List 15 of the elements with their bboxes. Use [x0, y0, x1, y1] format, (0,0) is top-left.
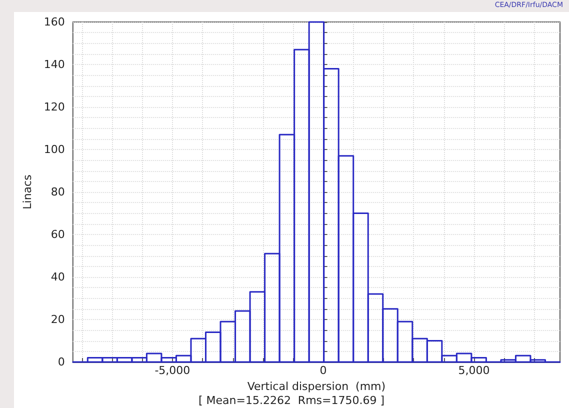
y-tick-label: 0 [58, 356, 65, 368]
y-tick-label: 40 [50, 270, 65, 284]
y-tick-label: 60 [50, 228, 65, 241]
x-tick-label: 0 [320, 364, 327, 377]
y-tick-label: 20 [50, 313, 65, 326]
x-tick-label: 5,000 [458, 364, 490, 377]
y-tick-label: 80 [50, 186, 65, 198]
text: [ Mean=15.2262 Rms=1750.69 ] [198, 394, 385, 407]
y-tick-label: 140 [44, 58, 65, 71]
y-tick-label: 100 [44, 143, 65, 156]
y-tick-label: 160 [44, 16, 65, 28]
y-axis-title: Linacs [21, 174, 34, 210]
x-axis-title: Vertical dispersion (mm) [247, 380, 386, 393]
x-tick-label: -5,000 [154, 364, 190, 377]
y-tick-label: 120 [44, 100, 65, 114]
